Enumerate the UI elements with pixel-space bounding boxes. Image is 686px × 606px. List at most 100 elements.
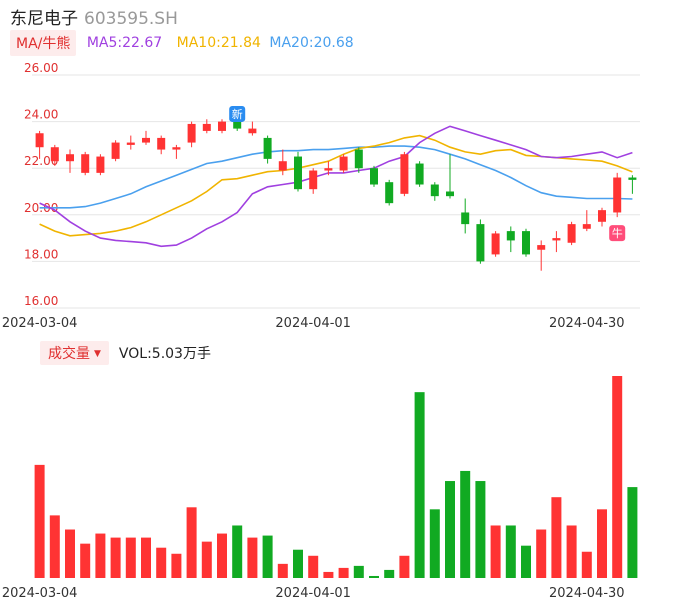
volume-bar [521,545,531,578]
candle-body [522,231,530,255]
candle-body [491,233,500,255]
candle-body [172,147,181,150]
candle-body [476,224,485,262]
volume-bar [536,529,547,578]
volume-bar [566,525,577,578]
candle-body [278,161,287,171]
stock-code: 603595.SH [84,9,178,29]
volume-bar [414,392,425,578]
volume-bar [110,537,121,578]
ma5-value: MA5:22.67 [86,35,163,51]
volume-bar [323,571,334,578]
ma10-value: MA10:21.84 [176,35,261,51]
volume-date-tick-label: 2024-03-04 [2,586,78,601]
candle-body [582,224,591,229]
volume-date-tick-label: 2024-04-01 [275,586,351,601]
volume-bar [293,549,303,578]
date-tick-label: 2024-04-01 [275,316,351,331]
volume-bar [232,525,243,578]
volume-bar [384,569,395,578]
volume-bar [445,481,455,578]
ma20-value: MA20:20.68 [269,35,354,51]
new-high-marker [229,105,246,122]
candle-body [430,184,439,197]
candle-body [96,156,105,173]
candle-body [370,168,378,185]
volume-bar [49,515,60,578]
candle-body [415,163,424,185]
volume-bar [247,537,258,578]
bull-signal-marker-label: 牛 [612,226,623,240]
volume-bar [490,525,501,578]
candle-body [263,137,272,159]
candle-body [142,137,150,143]
ma-selector-button[interactable]: MA/牛熊 [10,30,77,56]
volume-bar [338,567,349,578]
volume-bar [65,529,75,578]
price-tick-label: 24.00 [24,108,58,122]
volume-bar [156,547,167,578]
volume-bar [429,509,440,578]
volume-bar [125,537,136,578]
candle-body [126,142,135,145]
volume-bar [612,376,623,578]
volume-bar [262,535,273,578]
ma10-line [39,134,633,237]
volume-bar [95,533,106,578]
volume-bar [551,497,562,578]
candle-body [567,224,576,243]
volume-selector-label: 成交量 [48,346,90,362]
candle-body [461,212,470,225]
volume-value: VOL:5.03万手 [118,346,211,362]
candle-body [248,128,257,134]
volume-bar [581,551,592,578]
candle-body [628,177,637,180]
candle-body [400,154,409,194]
candle-body [552,238,561,241]
price-tick-label: 26.00 [24,61,58,75]
candle-body [66,154,74,162]
candle-body [354,149,363,169]
volume-bar [217,533,227,578]
volume-date-tick-label: 2024-04-30 [549,586,625,601]
volume-bar [353,565,364,578]
volume-bar [369,575,379,578]
candle-body [537,245,546,250]
candle-body [385,182,394,204]
volume-selector-button[interactable]: 成交量 ▼ [40,341,109,365]
candle-body [339,156,348,171]
candle-body [81,154,90,173]
price-tick-label: 16.00 [24,294,58,308]
bull-signal-marker [609,225,626,242]
ma20-line [39,145,633,209]
price-tick-label: 18.00 [24,247,58,261]
volume-bar [505,525,516,578]
volume-bar [399,555,410,578]
candle-body [613,177,622,213]
caret-down-icon: ▼ [94,349,101,359]
date-tick-label: 2024-04-30 [549,316,625,331]
candle-body [309,170,318,190]
candle-body [111,142,120,159]
volume-bar [186,507,197,578]
volume-bar [277,563,288,578]
candle-body [187,123,196,143]
volume-bar [34,464,45,578]
candle-body [446,191,454,197]
candle-body [294,156,302,190]
candle-body [233,121,242,129]
volume-bar [141,537,151,578]
candle-body [218,121,226,131]
candle-body [50,147,59,162]
price-tick-label: 22.00 [24,154,58,168]
new-high-marker-label: 新 [232,107,243,121]
volume-bar [201,541,212,578]
volume-bar [627,487,638,578]
stock-header: 东尼电子 603595.SH [10,4,178,29]
candle-body [157,137,166,150]
volume-indicator-bar: 成交量 ▼ VOL:5.03万手 [40,341,211,365]
candle-body [598,210,606,222]
candle-body [324,168,333,171]
candle-body [506,231,515,241]
